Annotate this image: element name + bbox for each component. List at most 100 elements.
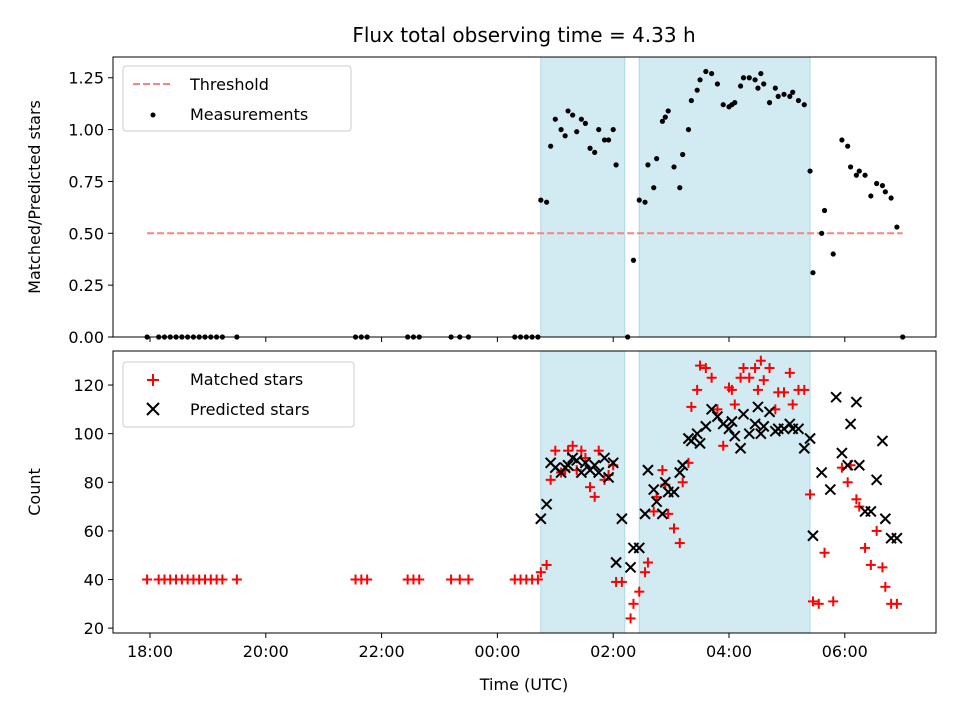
marker-stroke (579, 457, 592, 469)
measurement-point (578, 116, 584, 122)
predicted-star-point (865, 505, 877, 518)
matched-star-point (871, 525, 882, 536)
measurement-point (562, 133, 568, 139)
marker-stroke (737, 408, 750, 420)
marker-stroke (891, 532, 903, 544)
matched-star-point (616, 576, 627, 587)
predicted-star-point (804, 432, 816, 445)
measurement-point (552, 116, 558, 122)
marker-stroke (804, 432, 816, 445)
predicted-star-point (642, 464, 654, 476)
measurement-point (677, 185, 683, 191)
marker-stroke (792, 423, 805, 435)
matched-star-point (686, 401, 697, 412)
marker-stroke (729, 430, 741, 442)
matched-star-point (787, 399, 798, 410)
top-y-tick-label: 0.50 (68, 224, 104, 243)
matched-star-point (750, 363, 761, 374)
matched-star-point (860, 542, 871, 553)
measurement-point (755, 85, 761, 91)
measurement-point (605, 137, 612, 143)
matched-star-point (735, 372, 746, 383)
predicted-star-point (850, 396, 863, 408)
predicted-star-point (824, 483, 837, 496)
predicted-star-point (711, 410, 724, 423)
predicted-star-point (650, 496, 663, 508)
predicted-star-point (540, 498, 553, 510)
marker-stroke (575, 466, 588, 479)
marker-stroke (566, 452, 579, 464)
marker-stroke (853, 459, 865, 471)
marker-stroke (659, 476, 672, 488)
measurement-point (879, 182, 886, 189)
bottom-legend: Matched stars Predicted stars (122, 361, 355, 428)
predicted-star-point (616, 513, 628, 525)
chart-title: Flux total observing time = 4.33 h (352, 23, 695, 47)
matched-star-point (891, 598, 902, 609)
predicted-star-point (758, 420, 770, 433)
matched-star-point (142, 574, 153, 585)
legend-predicted-marker (146, 402, 160, 416)
marker-stroke (602, 471, 615, 484)
bottom-axes-frame (112, 350, 937, 634)
predicted-star-point (830, 391, 842, 403)
measurement-point (795, 97, 802, 104)
measurement-point (766, 100, 773, 106)
matched-star-point (695, 360, 706, 371)
bottom-legend-box (122, 361, 355, 428)
marker-stroke (870, 474, 883, 486)
marker-stroke (639, 508, 651, 520)
predicted-star-point (763, 406, 776, 418)
legend-matched-label: Matched stars (190, 370, 303, 389)
x-tick-label: 18:00 (127, 642, 173, 661)
measurement-point (596, 126, 602, 133)
marker-stroke (784, 418, 796, 430)
matched-star-point (718, 440, 729, 451)
bottom-shaded-span-0 (540, 350, 626, 634)
predicted-star-point (656, 508, 669, 520)
top-y-tick-label: 0.00 (68, 328, 104, 347)
measurement-point (671, 164, 677, 170)
predicted-star-point (598, 452, 611, 464)
top-y-axis-label: Matched/Predicted stars (25, 100, 44, 294)
measurement-point (665, 108, 671, 114)
matched-star-point (642, 557, 653, 568)
matched-star-point (580, 452, 591, 463)
x-tick-label: 00:00 (474, 642, 520, 661)
matched-star-point (532, 574, 543, 585)
matched-star-point (880, 581, 891, 592)
measurement-point (636, 197, 642, 203)
marker-stroke (824, 483, 837, 496)
matched-star-point (589, 491, 600, 502)
marker-stroke (607, 457, 619, 469)
measurement-point (651, 185, 657, 191)
measurement-point (882, 189, 888, 195)
predicted-star-point (685, 435, 698, 447)
predicted-star-point (571, 454, 583, 467)
top-shaded-span-0 (540, 56, 626, 338)
marker-stroke (723, 423, 735, 435)
marker-stroke (571, 454, 583, 467)
measurement-point (720, 102, 726, 108)
measurement-point (732, 100, 738, 106)
marker-stroke (815, 466, 828, 479)
measurement-point (758, 70, 764, 77)
matched-star-point (692, 384, 703, 395)
matched-star-point (585, 482, 596, 493)
measurement-point (847, 164, 854, 170)
matched-star-point (819, 547, 830, 558)
measurement-point (839, 137, 845, 143)
predicted-star-point (648, 483, 660, 496)
x-tick-label: 20:00 (243, 642, 289, 661)
measurement-point (853, 172, 859, 178)
measurement-point (601, 137, 608, 143)
measurement-point (868, 193, 874, 199)
matched-star-point (576, 445, 587, 456)
measurement-point (845, 143, 851, 149)
measurement-point (862, 172, 868, 178)
legend-matched-marker (147, 374, 159, 386)
predicted-star-point (723, 423, 735, 435)
matched-star-point (567, 440, 578, 451)
matched-star-point (663, 508, 674, 519)
matched-star-point (231, 574, 242, 585)
